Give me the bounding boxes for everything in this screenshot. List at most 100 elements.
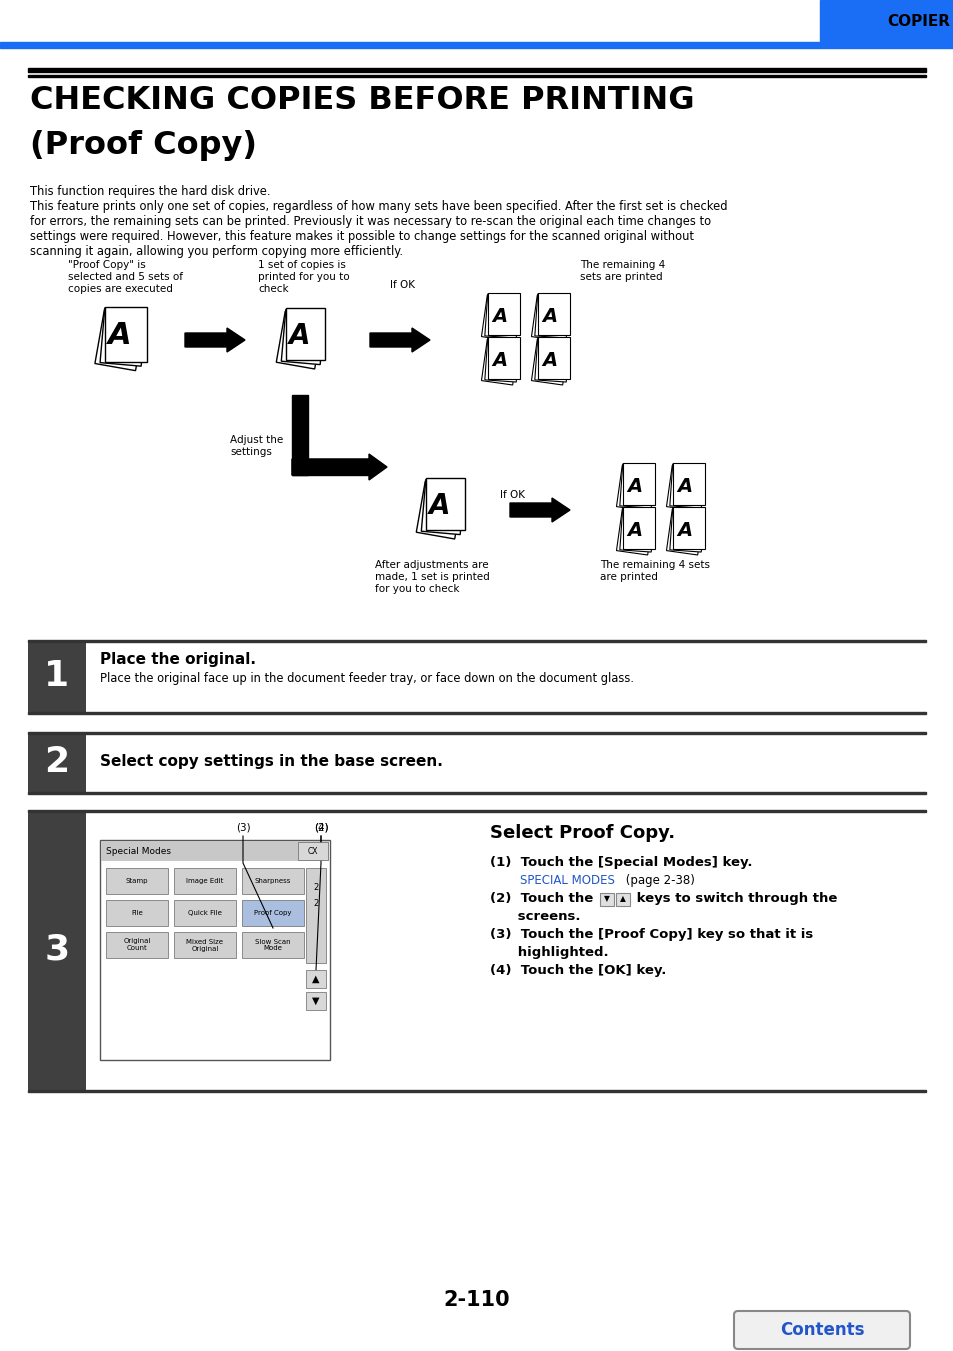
Text: A: A xyxy=(492,307,507,326)
Text: Stamp: Stamp xyxy=(126,878,148,884)
Bar xyxy=(28,640,86,712)
Text: ▼: ▼ xyxy=(603,894,609,904)
Bar xyxy=(106,932,168,958)
Text: The remaining 4: The remaining 4 xyxy=(579,259,664,270)
FancyArrow shape xyxy=(292,454,387,480)
Text: (4): (4) xyxy=(314,823,328,834)
Text: A: A xyxy=(429,492,450,520)
Polygon shape xyxy=(281,309,324,365)
Text: check: check xyxy=(257,284,289,295)
FancyArrow shape xyxy=(510,499,569,521)
Text: 2: 2 xyxy=(313,884,318,893)
Text: Quick File: Quick File xyxy=(188,911,222,916)
Text: 2-110: 2-110 xyxy=(443,1290,510,1310)
Bar xyxy=(28,76,925,77)
Text: screens.: screens. xyxy=(490,911,579,923)
Polygon shape xyxy=(286,308,325,359)
Bar xyxy=(173,867,235,894)
Text: for you to check: for you to check xyxy=(375,584,459,594)
Bar xyxy=(106,867,168,894)
Text: for errors, the remaining sets can be printed. Previously it was necessary to re: for errors, the remaining sets can be pr… xyxy=(30,215,710,228)
Text: Contents: Contents xyxy=(779,1321,863,1339)
Bar xyxy=(242,867,304,894)
Polygon shape xyxy=(622,463,654,505)
Text: Select copy settings in the base screen.: Select copy settings in the base screen. xyxy=(100,754,442,769)
Text: 1 set of copies is: 1 set of copies is xyxy=(257,259,346,270)
Text: settings were required. However, this feature makes it possible to change settin: settings were required. However, this fe… xyxy=(30,230,693,243)
Bar xyxy=(106,900,168,925)
Text: COPIER: COPIER xyxy=(886,15,949,30)
Polygon shape xyxy=(481,295,518,340)
Bar xyxy=(28,1090,925,1092)
Text: ▲: ▲ xyxy=(312,974,319,984)
Polygon shape xyxy=(537,293,569,335)
Text: (4)  Touch the [OK] key.: (4) Touch the [OK] key. xyxy=(490,965,666,977)
FancyArrow shape xyxy=(370,328,430,353)
Bar xyxy=(242,900,304,925)
Text: "Proof Copy" is: "Proof Copy" is xyxy=(68,259,146,270)
Bar xyxy=(306,992,326,1011)
Polygon shape xyxy=(669,463,703,508)
Polygon shape xyxy=(421,480,464,535)
Bar xyxy=(101,842,329,861)
Polygon shape xyxy=(616,509,653,555)
Text: (3): (3) xyxy=(235,823,250,834)
Text: 3: 3 xyxy=(45,934,70,967)
Text: highlighted.: highlighted. xyxy=(490,946,608,959)
Bar xyxy=(28,732,86,792)
Text: Slow Scan
Mode: Slow Scan Mode xyxy=(254,939,291,951)
Text: are printed: are printed xyxy=(599,571,658,582)
Polygon shape xyxy=(488,336,519,380)
Text: A: A xyxy=(289,322,311,350)
Text: selected and 5 sets of: selected and 5 sets of xyxy=(68,272,183,282)
Text: Place the original face up in the document feeder tray, or face down on the docu: Place the original face up in the docume… xyxy=(100,671,634,685)
Bar xyxy=(173,932,235,958)
Polygon shape xyxy=(426,478,465,530)
Bar xyxy=(28,792,925,794)
Text: 2: 2 xyxy=(313,898,318,908)
Bar xyxy=(292,394,308,476)
Bar xyxy=(306,970,326,988)
Text: A: A xyxy=(492,350,507,370)
Text: CX: CX xyxy=(308,847,318,855)
Text: Image Edit: Image Edit xyxy=(186,878,223,884)
Bar xyxy=(28,712,925,713)
Text: (page 2-38): (page 2-38) xyxy=(621,874,694,888)
Text: Original
Count: Original Count xyxy=(123,939,151,951)
Text: File: File xyxy=(131,911,143,916)
Text: keys to switch through the: keys to switch through the xyxy=(631,892,837,905)
Bar xyxy=(28,732,925,734)
Text: A: A xyxy=(627,520,642,539)
Text: A: A xyxy=(677,520,692,539)
Polygon shape xyxy=(535,295,569,338)
Text: A: A xyxy=(542,307,557,326)
Text: settings: settings xyxy=(230,447,272,457)
Polygon shape xyxy=(619,463,654,508)
Text: Select Proof Copy.: Select Proof Copy. xyxy=(490,824,675,842)
Polygon shape xyxy=(484,295,518,338)
Polygon shape xyxy=(669,508,703,553)
Polygon shape xyxy=(531,339,568,385)
Bar xyxy=(28,811,925,812)
Text: printed for you to: printed for you to xyxy=(257,272,349,282)
Text: SPECIAL MODES: SPECIAL MODES xyxy=(519,874,615,888)
Polygon shape xyxy=(276,311,323,369)
Bar xyxy=(0,42,953,49)
FancyArrow shape xyxy=(185,328,245,353)
Text: A: A xyxy=(677,477,692,496)
Text: This feature prints only one set of copies, regardless of how many sets have bee: This feature prints only one set of copi… xyxy=(30,200,727,213)
Text: (Proof Copy): (Proof Copy) xyxy=(30,130,256,161)
Text: (2)  Touch the: (2) Touch the xyxy=(490,892,598,905)
Text: Special Modes: Special Modes xyxy=(106,847,171,855)
Text: scanning it again, allowing you perform copying more efficiently.: scanning it again, allowing you perform … xyxy=(30,245,402,258)
Bar xyxy=(28,811,86,1090)
Polygon shape xyxy=(416,481,463,539)
Polygon shape xyxy=(622,507,654,549)
Text: A: A xyxy=(542,350,557,370)
Text: Place the original.: Place the original. xyxy=(100,653,255,667)
Text: ▼: ▼ xyxy=(312,996,319,1006)
Bar xyxy=(173,900,235,925)
Bar xyxy=(242,932,304,958)
Text: (2): (2) xyxy=(314,823,328,834)
Text: 2: 2 xyxy=(45,744,70,780)
